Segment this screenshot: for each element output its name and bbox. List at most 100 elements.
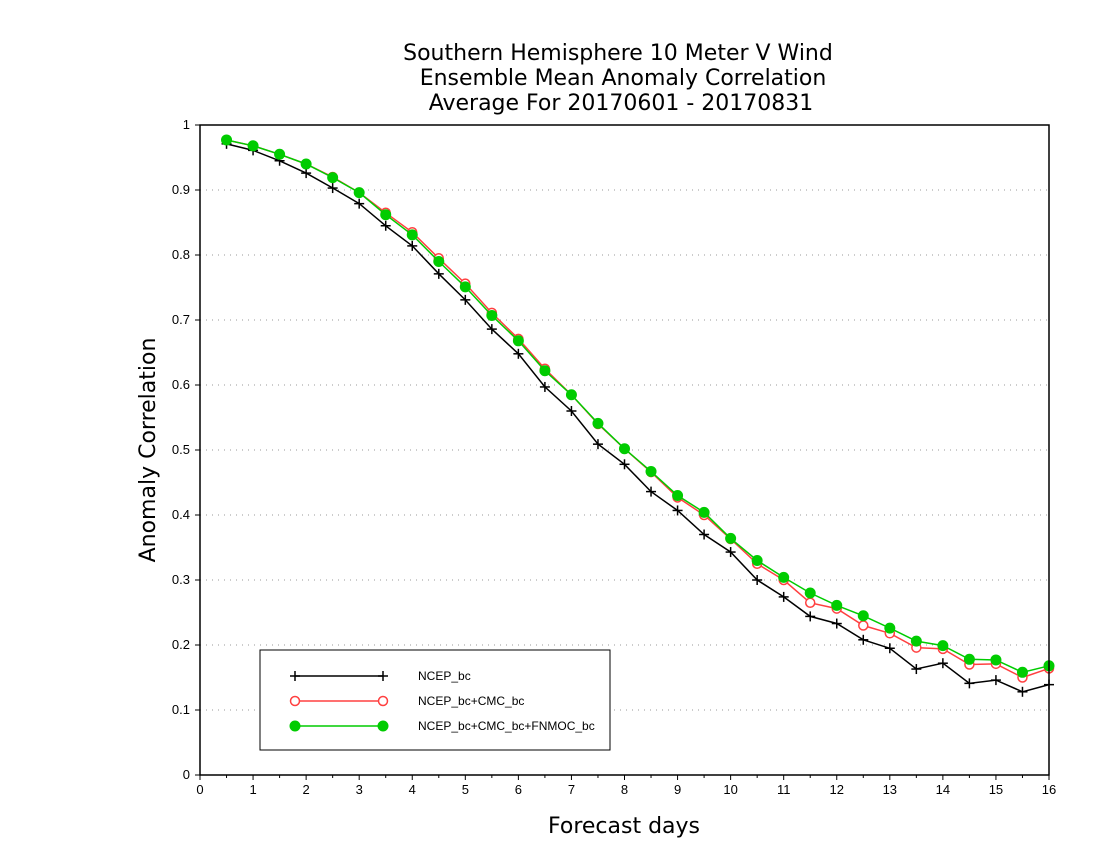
- title-line-1: Southern Hemisphere 10 Meter V Wind: [403, 41, 833, 66]
- y-tick-label: 0.5: [172, 442, 190, 457]
- y-tick-label: 1: [183, 117, 190, 132]
- data-point: [646, 486, 657, 497]
- data-point: [937, 658, 948, 669]
- series-2: [221, 134, 1055, 678]
- data-point: [751, 555, 763, 566]
- data-point: [884, 622, 896, 634]
- data-point: [805, 611, 816, 622]
- data-point: [327, 172, 339, 184]
- series-0: [221, 138, 1054, 697]
- y-tick-label: 0.2: [172, 637, 190, 652]
- y-tick-label: 0.1: [172, 702, 190, 717]
- data-point: [804, 587, 816, 599]
- data-point: [354, 198, 365, 209]
- data-point: [963, 653, 975, 665]
- data-point: [619, 443, 630, 455]
- data-point: [725, 532, 737, 544]
- data-point: [778, 591, 789, 602]
- legend-label: NCEP_bc+CMC_bc: [418, 694, 524, 708]
- data-point: [645, 465, 657, 477]
- data-point: [778, 571, 790, 583]
- data-point: [486, 324, 497, 335]
- y-tick-label: 0.9: [172, 182, 190, 197]
- series-line-2: [226, 139, 1050, 674]
- data-point: [884, 643, 895, 654]
- data-point: [831, 618, 842, 629]
- data-point: [857, 610, 869, 622]
- data-point: [433, 256, 445, 267]
- x-tick-label: 0: [196, 782, 203, 797]
- data-point: [592, 417, 604, 429]
- data-point: [433, 268, 444, 279]
- data-point: [565, 389, 577, 401]
- data-point: [804, 597, 816, 608]
- y-tick-label: 0.7: [172, 312, 190, 327]
- title-line-2: Ensemble Mean Anomaly Correlation: [420, 66, 827, 91]
- data-point: [937, 640, 949, 652]
- data-point: [247, 140, 259, 152]
- data-point: [858, 634, 869, 645]
- legend-marker: [289, 720, 301, 732]
- x-tick-label: 2: [303, 782, 310, 797]
- legend-marker: [289, 695, 301, 707]
- data-point: [725, 547, 736, 558]
- data-point: [699, 529, 710, 540]
- x-tick-label: 14: [936, 782, 950, 797]
- y-axis-label: Anomaly Correlation: [136, 338, 161, 563]
- data-point: [592, 439, 603, 450]
- legend: NCEP_bc NCEP_bc+CMC_bc NCEP_bc+CMC_bc+FNMO…: [259, 649, 611, 751]
- legend-label: NCEP_bc+CMC_bc+FNMOC_bc: [418, 719, 595, 733]
- axis-ticks: 00.10.20.30.40.50.60.70.80.910 1 2 3 4 5 6 7 8 9 1…: [172, 117, 1056, 797]
- chart-title: Southern Hemisphere 10 Meter V Wind Ense…: [403, 41, 833, 116]
- data-point: [513, 348, 524, 359]
- data-point: [460, 294, 471, 305]
- data-point: [459, 281, 471, 293]
- data-point: [831, 599, 843, 611]
- legend-entry-0: NCEP_bc: [290, 669, 471, 683]
- series-line-0: [226, 143, 1050, 693]
- data-point: [406, 229, 418, 241]
- x-tick-label: 13: [883, 782, 897, 797]
- data-point: [486, 309, 498, 321]
- y-tick-label: 0: [183, 767, 190, 782]
- data-point: [221, 134, 233, 146]
- data-point: [512, 335, 524, 347]
- y-tick-label: 0.3: [172, 572, 190, 587]
- legend-entry-1: NCEP_bc+CMC_bc: [289, 694, 524, 708]
- x-tick-label: 9: [674, 782, 681, 797]
- data-point: [858, 620, 869, 631]
- title-line-3: Average For 20170601 - 20170831: [429, 91, 814, 116]
- legend-label: NCEP_bc: [418, 669, 471, 683]
- legend-marker: [290, 671, 300, 681]
- x-tick-label: 16: [1042, 782, 1056, 797]
- legend-marker: [377, 695, 389, 707]
- data-point: [619, 459, 630, 470]
- y-tick-label: 0.6: [172, 377, 190, 392]
- data-point: [539, 365, 551, 377]
- data-point: [327, 183, 338, 194]
- data-point: [698, 506, 710, 518]
- series-lines: [221, 134, 1055, 697]
- legend-marker: [377, 720, 389, 732]
- legend-marker: [378, 671, 388, 681]
- x-tick-label: 7: [568, 782, 575, 797]
- data-point: [274, 148, 286, 160]
- data-point: [301, 168, 312, 179]
- data-point: [1016, 666, 1028, 678]
- data-point: [964, 678, 975, 689]
- x-tick-label: 5: [462, 782, 469, 797]
- data-point: [752, 575, 763, 585]
- x-tick-label: 4: [409, 782, 416, 797]
- y-tick-label: 0.8: [172, 247, 190, 262]
- legend-entry-2: NCEP_bc+CMC_bc+FNMOC_bc: [289, 719, 595, 733]
- legend-box: [259, 649, 611, 751]
- data-point: [539, 381, 550, 392]
- data-point: [380, 209, 392, 221]
- x-tick-label: 6: [515, 782, 522, 797]
- data-point: [990, 654, 1002, 666]
- x-tick-label: 8: [621, 782, 628, 797]
- series-line-1: [226, 139, 1050, 679]
- x-tick-label: 1: [249, 782, 256, 797]
- data-point: [911, 664, 922, 675]
